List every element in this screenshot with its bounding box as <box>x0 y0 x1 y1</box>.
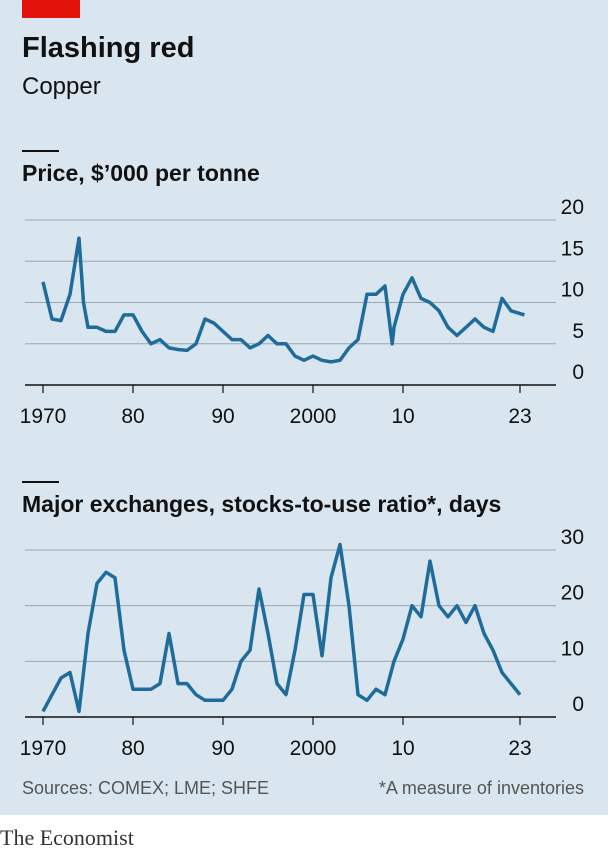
data-line <box>41 542 522 714</box>
x-tick-label: 10 <box>391 737 414 760</box>
source: Sources: COMEX; LME; SHFE <box>22 778 269 798</box>
y-tick-label: 20 <box>561 582 584 605</box>
title-bar <box>22 150 59 152</box>
y-tick-label: 15 <box>561 237 584 260</box>
footnote: *A measure of inventories <box>379 778 584 798</box>
y-tick-label: 0 <box>572 693 584 716</box>
data-line <box>41 236 526 364</box>
x-tick-label: 80 <box>121 737 144 760</box>
x-tick-label: 1970 <box>20 405 67 428</box>
y-tick-label: 10 <box>561 637 584 660</box>
y-tick-label: 10 <box>561 279 584 302</box>
y-tick-label: 20 <box>561 196 584 219</box>
y-tick-label: 0 <box>572 361 584 384</box>
x-tick-label: 23 <box>508 405 531 428</box>
subtitle: Copper <box>22 73 101 100</box>
x-tick-label: 90 <box>211 737 234 760</box>
footer-bg <box>0 815 608 853</box>
x-tick-label: 2000 <box>290 737 337 760</box>
x-tick-label: 1970 <box>20 737 67 760</box>
x-tick-label: 80 <box>121 405 144 428</box>
chart-title: Major exchanges, stocks-to-use ratio*, d… <box>22 491 501 517</box>
chart-title: Price, $’000 per tonne <box>22 160 260 186</box>
x-tick-label: 90 <box>211 405 234 428</box>
brand: The Economist <box>0 825 134 850</box>
x-tick-label: 2000 <box>290 405 337 428</box>
y-tick-label: 5 <box>572 320 584 343</box>
y-tick-label: 30 <box>561 526 584 549</box>
red-tag <box>22 0 80 18</box>
title-bar <box>22 481 59 483</box>
x-tick-label: 10 <box>391 405 414 428</box>
x-tick-label: 23 <box>508 737 531 760</box>
title: Flashing red <box>22 32 194 64</box>
